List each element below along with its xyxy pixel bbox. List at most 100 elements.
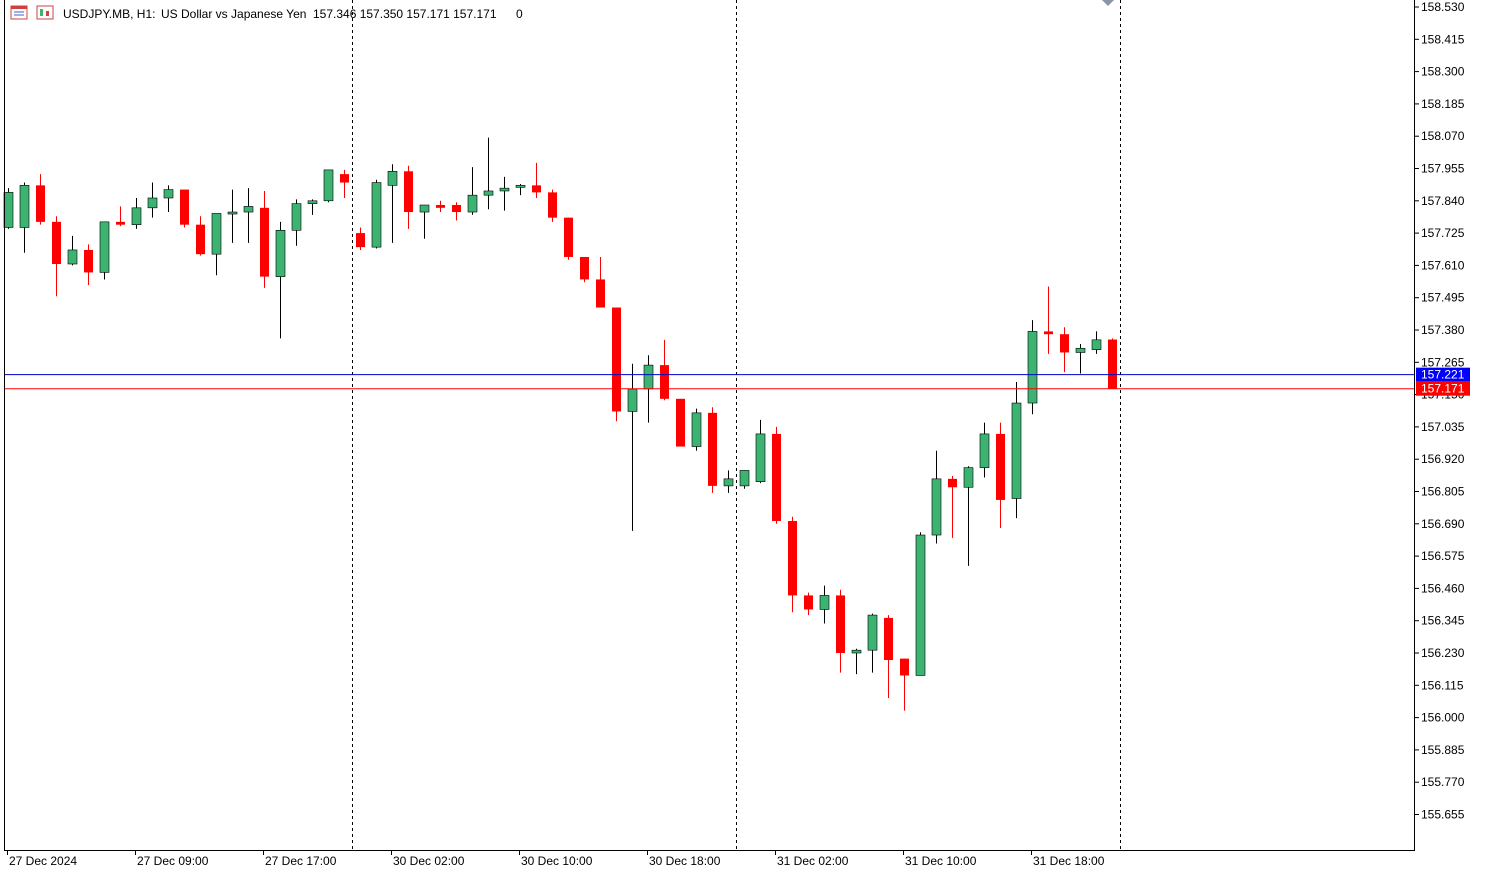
ask-price-tag: 157.171 <box>1416 381 1470 396</box>
candle-body <box>884 617 893 661</box>
candle-body <box>691 412 702 447</box>
price-tick-label: 157.610 <box>1421 258 1465 272</box>
time-tick-label: 27 Dec 17:00 <box>265 854 337 868</box>
candle <box>260 190 269 288</box>
price-tick-label: 156.000 <box>1421 711 1465 725</box>
chart-menu-icon[interactable] <box>10 5 28 20</box>
candle-body <box>755 433 766 482</box>
candle <box>371 179 382 249</box>
candle <box>227 189 238 243</box>
candle-body <box>99 221 110 273</box>
candle <box>291 199 302 246</box>
day-separators <box>352 0 1121 850</box>
candle <box>900 658 909 711</box>
candle-body <box>948 478 957 488</box>
candle-body <box>1060 334 1069 353</box>
candle <box>739 470 750 489</box>
candle-body <box>436 205 445 208</box>
candle-body <box>467 194 478 213</box>
time-axis[interactable]: 27 Dec 2024 27 Dec 09:00 27 Dec 17:00 30 De… <box>7 850 1105 868</box>
candle <box>243 188 254 243</box>
price-tick-label: 156.115 <box>1421 678 1464 692</box>
symbol-window-icon[interactable] <box>36 5 54 20</box>
price-axis[interactable]: 158.530 158.415 158.300 158.185 158.070 157.9… <box>1414 0 1465 822</box>
candle-body <box>387 171 398 186</box>
candle <box>691 408 702 451</box>
candle-body <box>979 433 990 468</box>
candle <box>1108 338 1117 389</box>
candle-body <box>515 185 526 188</box>
candle <box>99 221 110 280</box>
candle <box>323 169 334 203</box>
candle <box>147 182 158 218</box>
candle-body <box>580 256 589 280</box>
candle-body <box>340 174 349 183</box>
price-tick-label: 155.770 <box>1421 775 1465 789</box>
candle <box>723 470 734 493</box>
time-tick-label: 30 Dec 02:00 <box>393 854 465 868</box>
price-tick-label: 157.955 <box>1421 162 1465 176</box>
candle-body <box>36 185 45 222</box>
candle-body <box>3 192 14 228</box>
price-tick-label: 156.920 <box>1421 452 1465 466</box>
candle-body <box>627 388 638 412</box>
time-tick-label: 31 Dec 02:00 <box>777 854 849 868</box>
candle <box>467 167 478 215</box>
price-tick-label: 157.380 <box>1421 323 1465 337</box>
candle <box>19 182 30 253</box>
candle-body <box>643 364 654 390</box>
price-tick-label: 155.885 <box>1421 743 1465 757</box>
candle-body <box>419 204 430 213</box>
candle <box>788 516 797 613</box>
candle <box>851 648 862 675</box>
candle-body <box>131 207 142 225</box>
candle <box>131 197 142 229</box>
candle-body <box>915 534 926 676</box>
time-tick-label: 31 Dec 10:00 <box>905 854 977 868</box>
candle <box>676 398 685 447</box>
candle <box>163 185 174 213</box>
time-tick-label: 27 Dec 2024 <box>9 854 77 868</box>
candle <box>948 476 957 538</box>
price-tick-label: 156.575 <box>1421 549 1465 563</box>
candle-body <box>676 398 685 447</box>
candle-body <box>612 307 621 412</box>
time-tick-label: 30 Dec 18:00 <box>649 854 721 868</box>
trade-panel-toggle-icon[interactable] <box>1102 0 1114 6</box>
bid-price-tag: 157.221 <box>1416 367 1470 382</box>
candle-body <box>900 658 909 676</box>
price-tick-label: 158.300 <box>1421 65 1465 79</box>
bid-price-tag-label: 157.221 <box>1421 368 1465 382</box>
candle-body <box>180 189 189 225</box>
candle <box>436 200 445 213</box>
candle <box>387 164 398 243</box>
candle-body <box>708 412 717 486</box>
candle <box>52 216 61 297</box>
candle <box>84 244 93 286</box>
candle-body <box>452 205 461 213</box>
ohlc-values: 157.346 157.350 157.171 157.171 <box>313 7 497 21</box>
candle-body <box>963 467 974 488</box>
candle-body <box>1027 331 1038 404</box>
candle <box>1027 320 1038 415</box>
candle <box>499 176 510 211</box>
volume-value: 0 <box>516 7 523 21</box>
candle-body <box>67 249 78 265</box>
symbol-description: US Dollar vs Japanese Yen <box>161 7 306 21</box>
price-tick-label: 157.840 <box>1421 194 1465 208</box>
candle-body <box>323 169 334 202</box>
price-tick-label: 157.495 <box>1421 291 1465 305</box>
price-tick-label: 156.805 <box>1421 485 1465 499</box>
price-tick-label: 157.725 <box>1421 226 1465 240</box>
candle <box>996 422 1005 529</box>
price-tick-label: 158.070 <box>1421 129 1465 143</box>
candle-body <box>723 478 734 487</box>
candle-body <box>19 185 30 228</box>
candle <box>67 235 78 266</box>
candle-body <box>52 221 61 264</box>
candle-body <box>931 478 942 536</box>
candle <box>708 407 717 493</box>
ask-price-tag-label: 157.171 <box>1421 382 1465 396</box>
